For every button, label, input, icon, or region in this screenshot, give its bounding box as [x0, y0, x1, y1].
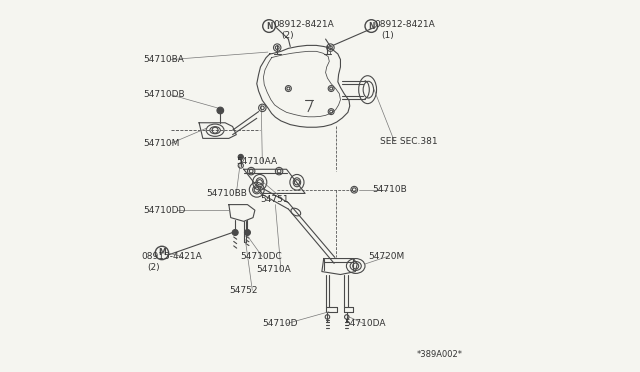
Text: 08915-4421A: 08915-4421A	[141, 252, 202, 261]
Text: N: N	[266, 22, 272, 31]
Circle shape	[244, 230, 250, 235]
Text: 54710A: 54710A	[257, 265, 291, 274]
Circle shape	[232, 230, 238, 235]
Text: SEE SEC.381: SEE SEC.381	[380, 137, 437, 146]
Text: N: N	[368, 22, 374, 31]
Circle shape	[217, 107, 223, 114]
Text: 54710BB: 54710BB	[207, 189, 248, 198]
Text: 54710AA: 54710AA	[236, 157, 277, 166]
Text: 54710M: 54710M	[143, 139, 180, 148]
Text: 54710DA: 54710DA	[344, 319, 386, 328]
Text: 54751: 54751	[260, 195, 289, 203]
Text: M: M	[158, 248, 166, 257]
Text: 54710DC: 54710DC	[240, 252, 282, 261]
Text: 54710DB: 54710DB	[143, 90, 185, 99]
Text: (2): (2)	[147, 263, 159, 272]
Text: 54720M: 54720M	[369, 252, 404, 261]
Text: (2): (2)	[281, 31, 294, 40]
Text: 08912-8421A: 08912-8421A	[273, 20, 334, 29]
Text: *389A002*: *389A002*	[417, 350, 463, 359]
Text: 54710BA: 54710BA	[143, 55, 184, 64]
Text: 54710D: 54710D	[262, 319, 298, 328]
Circle shape	[238, 154, 243, 160]
Text: (1): (1)	[381, 31, 394, 40]
Text: 54752: 54752	[229, 286, 257, 295]
Text: 54710DD: 54710DD	[143, 206, 186, 215]
Text: 08912-8421A: 08912-8421A	[374, 20, 435, 29]
Text: 54710B: 54710B	[372, 185, 407, 194]
